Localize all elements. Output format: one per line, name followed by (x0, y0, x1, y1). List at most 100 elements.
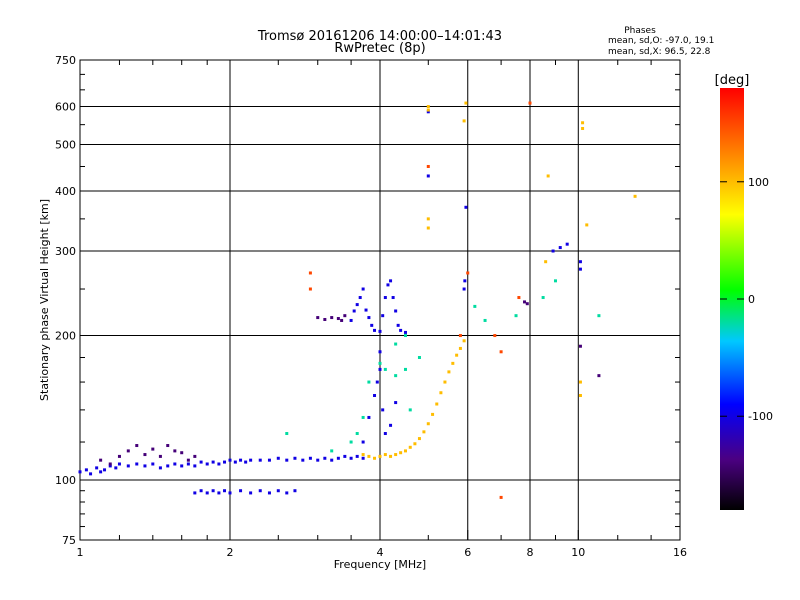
data-point (458, 334, 462, 338)
data-point (394, 342, 398, 346)
y-tick-label: 500 (55, 139, 76, 152)
data-point (578, 267, 582, 271)
colorbar-tick-label: -100 (748, 410, 773, 423)
data-point (389, 423, 393, 427)
data-point (367, 380, 371, 384)
y-tick-label: 300 (55, 245, 76, 258)
data-point (394, 309, 398, 313)
data-point (381, 408, 385, 412)
x-tick-label: 10 (571, 546, 585, 559)
data-point (499, 495, 503, 499)
data-point (373, 328, 377, 332)
data-point (597, 374, 601, 378)
data-point (352, 309, 356, 313)
data-point (426, 105, 430, 109)
data-point (383, 453, 387, 457)
data-point (389, 454, 393, 458)
data-point (228, 491, 232, 495)
data-point (378, 329, 382, 333)
data-point (285, 458, 289, 462)
data-point (394, 453, 398, 457)
data-point (267, 458, 271, 462)
data-point (308, 456, 312, 460)
data-point (383, 367, 387, 371)
data-point (431, 412, 435, 416)
x-tick-label: 4 (377, 546, 384, 559)
data-point (375, 380, 379, 384)
y-tick-labels: 75 100 200 300 400 500 600 750 (55, 54, 76, 547)
chart-subtitle: RwPretec (8p) (334, 41, 425, 56)
data-point (361, 456, 365, 460)
data-point (276, 456, 280, 460)
data-point (233, 460, 237, 464)
data-point (558, 246, 562, 250)
data-point (199, 489, 203, 493)
data-point (103, 468, 107, 472)
chart-title: Tromsø 20161206 14:00:00–14:01:43 (257, 29, 502, 44)
data-point (244, 460, 248, 464)
data-point (343, 314, 347, 318)
data-point (367, 454, 371, 458)
data-point (383, 296, 387, 300)
data-point (99, 470, 103, 474)
x-tick-label: 16 (673, 546, 687, 559)
colorbar-tick-label: 100 (748, 176, 769, 189)
data-point (117, 462, 121, 466)
data-point (408, 408, 412, 412)
colorbar-tick-label: 0 (748, 293, 755, 306)
data-point (143, 453, 147, 457)
data-point (565, 242, 569, 246)
data-point (499, 350, 503, 354)
data-point (458, 346, 462, 350)
data-point (258, 489, 262, 493)
data-point (378, 454, 382, 458)
data-point (276, 489, 280, 493)
data-point (285, 491, 289, 495)
data-point (514, 314, 518, 318)
data-point (373, 456, 377, 460)
data-point (528, 101, 532, 105)
data-point (578, 344, 582, 348)
data-point (361, 440, 365, 444)
data-point (525, 302, 529, 306)
data-point (143, 464, 147, 468)
data-point (228, 458, 232, 462)
data-point (343, 454, 347, 458)
data-point (399, 451, 403, 455)
data-point (355, 432, 359, 436)
data-point (466, 271, 470, 275)
data-point (447, 370, 451, 374)
data-point (373, 394, 377, 398)
data-point (517, 296, 521, 300)
data-point (462, 339, 466, 343)
data-point (249, 491, 253, 495)
x-tick-label: 8 (527, 546, 534, 559)
data-point (166, 444, 170, 448)
data-point (108, 462, 112, 466)
data-point (316, 316, 320, 320)
data-point (336, 456, 340, 460)
data-point (394, 374, 398, 378)
data-point (367, 415, 371, 419)
data-point (193, 454, 197, 458)
data-point (211, 489, 215, 493)
colorbar-label: [deg] (715, 73, 750, 88)
data-point (301, 458, 305, 462)
data-point (403, 334, 407, 338)
data-point (381, 314, 385, 318)
data-point (493, 334, 497, 338)
data-point (126, 464, 130, 468)
data-point (581, 126, 585, 130)
data-point (158, 466, 162, 470)
x-axis-label: Frequency [MHz] (334, 558, 426, 571)
data-point (361, 287, 365, 291)
y-tick-label: 100 (55, 474, 76, 487)
data-point (151, 462, 155, 466)
y-axis-label: Stationary phase Virtual Height [km] (38, 199, 51, 401)
data-point (464, 205, 468, 209)
x-tick-labels: 1 2 4 6 8 10 16 (77, 546, 688, 559)
data-point (223, 489, 227, 493)
stats-heading: Phases (624, 26, 656, 36)
data-point (223, 460, 227, 464)
